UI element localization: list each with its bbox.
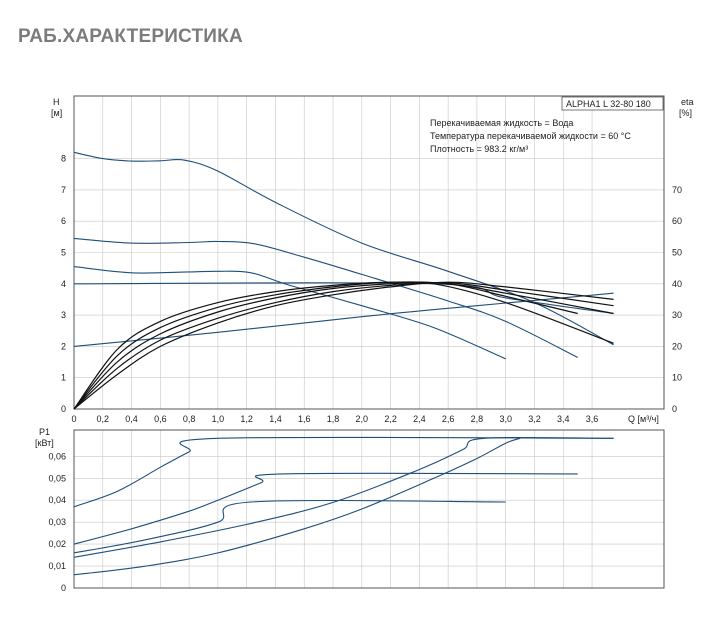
y-axis-label-p1: P1 <box>39 427 50 437</box>
eta-curve-7 <box>73 281 578 410</box>
x-tick-label: 0,8 <box>183 414 196 424</box>
head-curve-1 <box>73 151 614 346</box>
y-tick-label-h: 6 <box>61 216 66 226</box>
head-curve-2 <box>73 237 578 358</box>
y-tick-label-eta: 70 <box>672 185 682 195</box>
y-axis-unit-p1: [кВт] <box>35 438 54 448</box>
info-line-density: Плотность = 983.2 кг/м³ <box>430 144 528 154</box>
x-tick-label: 1,4 <box>269 414 282 424</box>
y-tick-label-eta: 10 <box>672 373 682 383</box>
x-tick-label: 2,4 <box>413 414 426 424</box>
upper-series <box>73 151 614 410</box>
power-curve-2 <box>73 472 578 545</box>
power-curve-5 <box>73 437 521 576</box>
y-tick-label-eta: 20 <box>672 341 682 351</box>
y-tick-label-h: 3 <box>61 310 66 320</box>
eta-curve-9 <box>73 282 614 410</box>
y-axis-unit-eta: [%] <box>679 108 692 118</box>
y-tick-label-eta: 40 <box>672 279 682 289</box>
model-label-box <box>561 96 664 111</box>
lower-tick-labels: 0 0,01 0,02 0,03 0,04 0,05 0,06 <box>48 451 66 593</box>
y-tick-label-p1: 0 <box>61 583 66 593</box>
x-tick-label: 1,0 <box>212 414 225 424</box>
head-efficiency-chart: 0 0,2 0,4 0,6 0,8 1,0 1,2 1,4 1,6 1,8 2,0 2,2 2,4 2,6… <box>51 95 694 424</box>
upper-plot-frame <box>73 95 665 410</box>
y-tick-label-eta: 30 <box>672 310 682 320</box>
head-curve-3 <box>73 266 506 360</box>
y-tick-label-eta: 50 <box>672 248 682 258</box>
x-tick-label: 3,0 <box>499 414 512 424</box>
y-axis-label-eta: eta <box>681 97 694 107</box>
y-tick-label-p1: 0,05 <box>48 473 66 483</box>
y-tick-label-h: 4 <box>61 279 66 289</box>
power-curve-3 <box>73 499 506 554</box>
x-tick-label: 3,2 <box>528 414 541 424</box>
x-tick-label: 1,6 <box>298 414 311 424</box>
x-tick-label: 3,4 <box>557 414 570 424</box>
y-tick-label-eta: 0 <box>672 404 677 414</box>
page-title: РАБ.ХАРАКТЕРИСТИКА <box>18 26 243 47</box>
power-curve-4 <box>73 436 614 558</box>
y-tick-label-eta: 60 <box>672 216 682 226</box>
x-tick-label: 0,2 <box>97 414 110 424</box>
y-tick-label-h: 5 <box>61 248 66 258</box>
y-tick-label-p1: 0,01 <box>48 561 66 571</box>
lower-series <box>73 436 614 576</box>
upper-grid <box>74 96 664 409</box>
power-chart: 0 0,01 0,02 0,03 0,04 0,05 0,06 P1 [кВт] <box>35 427 665 593</box>
x-tick-label: 1,8 <box>327 414 340 424</box>
y-tick-label-p1: 0,03 <box>48 517 66 527</box>
head-curve-5 <box>73 292 614 347</box>
x-tick-label: 2,6 <box>442 414 455 424</box>
x-tick-label: 2,8 <box>471 414 484 424</box>
x-tick-label: 0 <box>71 414 76 424</box>
x-tick-label: 0,4 <box>125 414 138 424</box>
y-axis-unit-h: [м] <box>51 108 62 118</box>
power-curve-1 <box>73 436 614 508</box>
info-line-temperature: Температура перекачиваемой жидкости = 60… <box>430 131 631 141</box>
y-tick-label-p1: 0,06 <box>48 451 66 461</box>
y-tick-label-h: 8 <box>61 154 66 164</box>
y-tick-label-p1: 0,02 <box>48 539 66 549</box>
y-tick-label-h: 0 <box>61 404 66 414</box>
y-tick-label-h: 2 <box>61 341 66 351</box>
x-axis-label-q: Q [м³/ч] <box>628 414 659 424</box>
model-label: ALPHA1 L 32-80 180 <box>566 99 651 109</box>
upper-tick-labels: 0 0,2 0,4 0,6 0,8 1,0 1,2 1,4 1,6 1,8 2,0 2,2 2,4 2,6… <box>61 154 682 424</box>
eta-curve-10 <box>73 281 614 410</box>
x-tick-label: 1,2 <box>240 414 253 424</box>
x-tick-label: 0,6 <box>154 414 167 424</box>
x-tick-label: 2,2 <box>384 414 397 424</box>
y-tick-label-h: 1 <box>61 373 66 383</box>
y-axis-label-h: H <box>53 97 60 107</box>
eta-curve-8 <box>73 281 614 410</box>
eta-curve-6 <box>73 281 614 410</box>
lower-grid <box>74 430 664 588</box>
lower-plot-frame <box>73 429 665 589</box>
info-line-fluid: Перекачиваемая жидкость = Вода <box>430 118 573 128</box>
x-tick-label: 2,0 <box>356 414 369 424</box>
x-tick-label: 3,6 <box>586 414 599 424</box>
y-tick-label-h: 7 <box>61 185 66 195</box>
y-tick-label-p1: 0,04 <box>48 495 66 505</box>
